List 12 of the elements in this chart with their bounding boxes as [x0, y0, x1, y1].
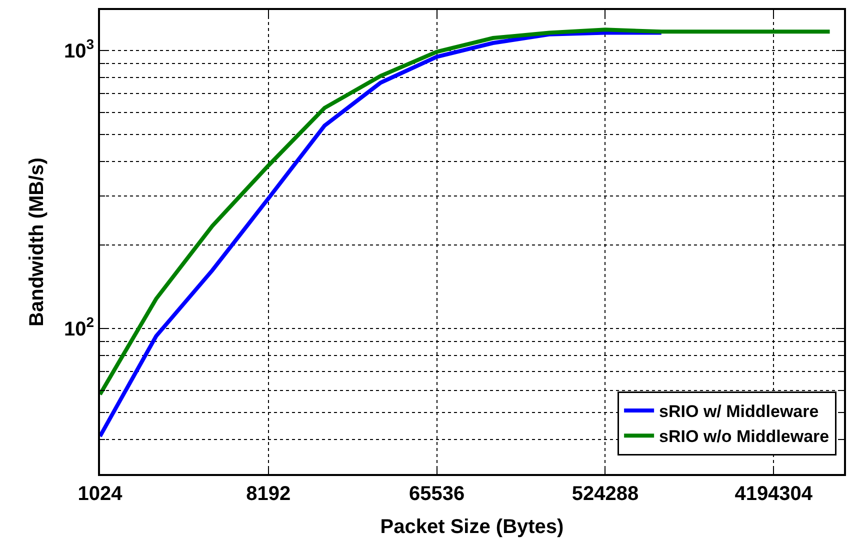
x-tick-label: 8192	[246, 483, 291, 505]
x-tick-label: 4194304	[734, 483, 814, 505]
legend-label: sRIO w/ Middleware	[659, 402, 819, 422]
x-tick-label: 524288	[572, 483, 639, 505]
y-tick-label: 10$^{2}$	[64, 314, 94, 341]
y-axis-title: Bandwidth (MB/s)	[26, 158, 48, 326]
x-tick-label: 65536	[409, 483, 465, 505]
y-tick-label: 10$^{3}$	[64, 36, 94, 63]
legend-label: sRIO w/o Middleware	[659, 427, 830, 446]
x-axis-title: Packet Size (Bytes)	[380, 516, 564, 538]
x-tick-label: 1024	[78, 483, 124, 505]
line-series	[100, 28, 832, 396]
